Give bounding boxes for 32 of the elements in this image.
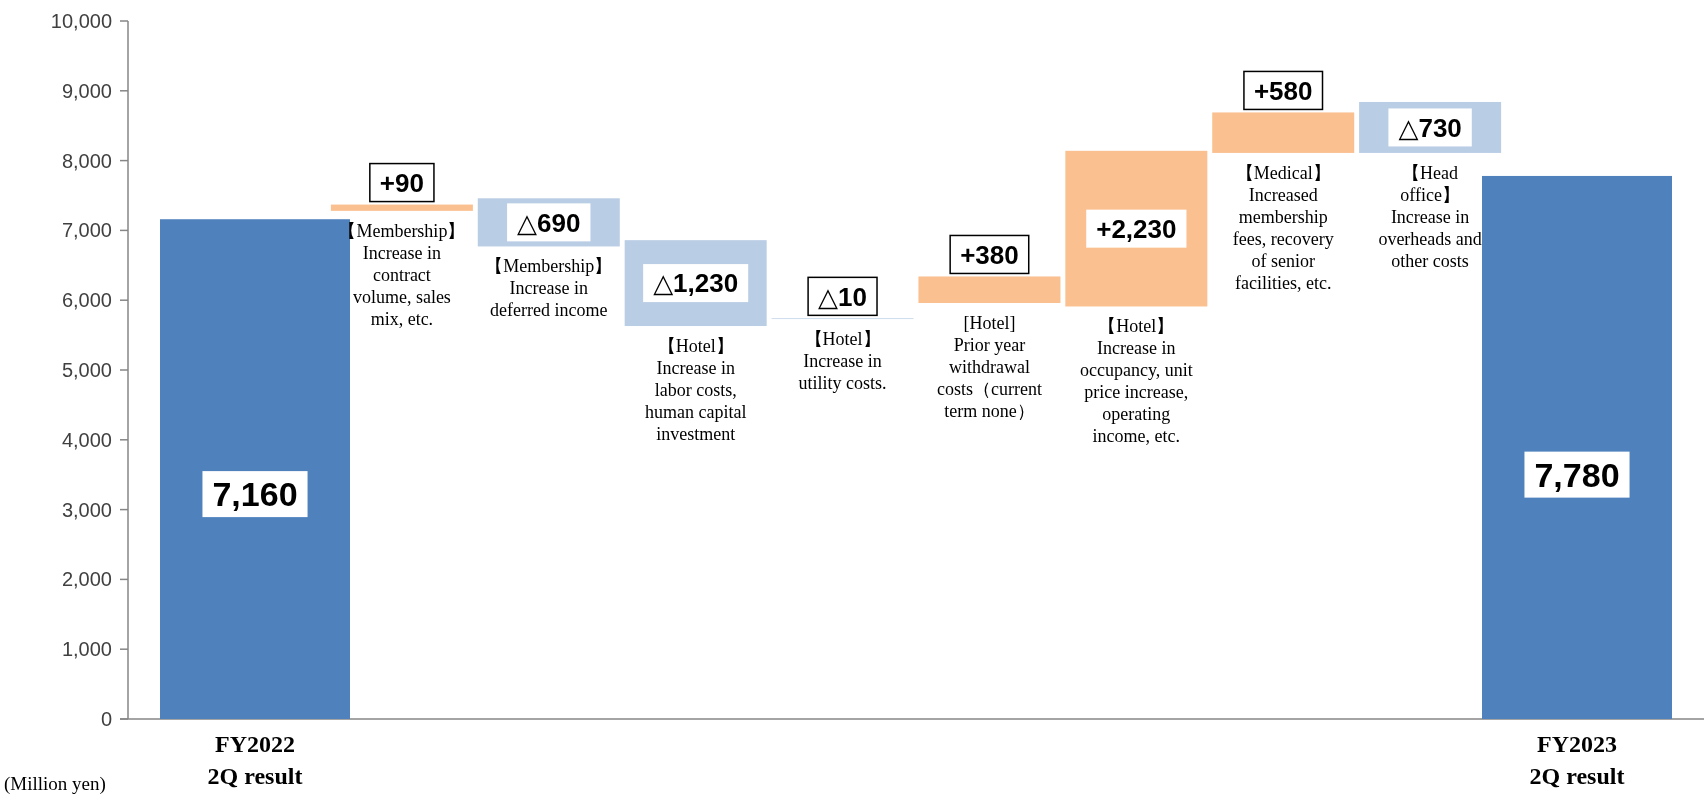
- annotation: 【Membership】Increase in deferred income: [485, 256, 613, 321]
- y-tick-label: 4,000: [61, 428, 112, 451]
- data-label: △1,230: [653, 268, 739, 299]
- data-label: +380: [960, 239, 1019, 270]
- x-tick-label: FY2023 2Q result: [1529, 731, 1625, 789]
- y-tick-label: 8,000: [61, 149, 112, 172]
- y-tick-label: 1,000: [61, 638, 112, 661]
- y-tick-label: 7,000: [61, 219, 112, 242]
- y-tick-label: 6,000: [61, 289, 112, 312]
- annotation: 【Hotel】Increase in occupancy, unit price increase, operating income, etc.: [1079, 316, 1193, 447]
- y-tick-label: 2,000: [61, 568, 112, 591]
- annotation: 【Hotel】Increase in utility costs.: [798, 329, 887, 394]
- data-label: +580: [1253, 75, 1313, 106]
- y-tick-label: 9,000: [61, 79, 112, 102]
- data-label: 7,160: [212, 475, 298, 514]
- data-label: △730: [1398, 112, 1462, 143]
- annotation: 【Head office】Increase in overheads and other costs: [1378, 162, 1482, 271]
- data-label: △690: [517, 207, 581, 238]
- data-label: 7,780: [1534, 455, 1620, 494]
- annotation: [Hotel] Prior year withdrawal costs（current term none）: [936, 312, 1042, 421]
- y-tick-label: 0: [100, 708, 112, 730]
- data-label: +2,230: [1096, 214, 1177, 245]
- y-tick-label: 10,000: [50, 10, 112, 32]
- data-label: +90: [379, 167, 424, 198]
- annotation: 【Medical】Increased membership fees, recovery of senior facilities, etc.: [1232, 162, 1334, 293]
- data-label: △10: [818, 281, 868, 312]
- y-tick-label: 5,000: [61, 359, 112, 381]
- annotation: 【Membership】Increase in contract volume, sales mix, etc.: [338, 220, 466, 329]
- text: (Million yen): [4, 773, 106, 795]
- annotation: 【Hotel】Increase in labor costs, human capital investment: [644, 336, 747, 445]
- x-tick-label: FY2022 2Q result: [207, 731, 303, 789]
- y-tick-label: 3,000: [61, 498, 112, 521]
